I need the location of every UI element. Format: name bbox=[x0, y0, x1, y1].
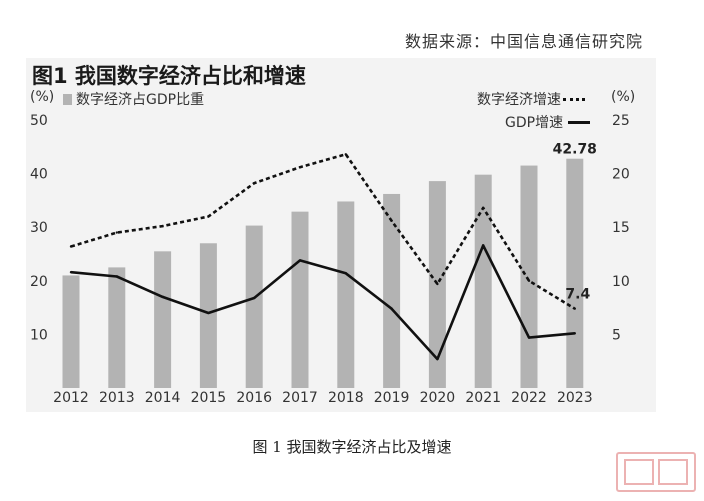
digital-growth-point bbox=[390, 219, 393, 222]
digital-growth-point bbox=[161, 224, 164, 228]
right-axis-tick-label: 10 bbox=[612, 274, 630, 290]
x-axis-tick-label: 2014 bbox=[145, 390, 181, 406]
left-axis-tick-label: 50 bbox=[30, 113, 48, 129]
x-axis-tick-label: 2016 bbox=[236, 390, 272, 406]
chart-figure: 10 20 30 40 50 5 10 15 20 25 2012 2013 2014 2015 2016 2… bbox=[26, 58, 656, 412]
seal-stamp bbox=[616, 452, 696, 492]
digital-growth-point bbox=[344, 153, 347, 156]
bar-2015 bbox=[199, 243, 217, 388]
chart-title: 图1 我国数字经济占比和增速 bbox=[32, 64, 306, 88]
bar-legend-swatch bbox=[63, 94, 72, 105]
bar-2012 bbox=[62, 275, 80, 388]
line-value-annotation: 7.4 bbox=[565, 287, 590, 303]
left-axis-tick-label: 40 bbox=[30, 167, 48, 183]
digital-growth-point bbox=[115, 231, 119, 234]
bar-2023 bbox=[566, 158, 584, 388]
gdp-growth-point bbox=[161, 295, 164, 299]
digital-growth-point bbox=[482, 206, 485, 210]
gdp-growth-line bbox=[70, 244, 575, 361]
x-axis-tick-label: 2023 bbox=[557, 390, 593, 406]
right-axis-tick-label: 15 bbox=[612, 220, 630, 236]
digital-growth-point bbox=[298, 165, 302, 169]
bar-value-annotation: 42.78 bbox=[553, 142, 597, 158]
gdp-growth-point bbox=[253, 296, 256, 300]
gdp-growth-point bbox=[69, 271, 73, 274]
gdp-growth-point bbox=[436, 357, 439, 361]
digital-growth-legend-label: 数字经济增速 bbox=[477, 92, 561, 108]
left-axis-tick-label: 20 bbox=[30, 274, 48, 290]
left-axis-tick-label: 10 bbox=[30, 327, 48, 343]
left-axis-tick-label: 30 bbox=[30, 220, 48, 236]
right-axis-unit: (%) bbox=[611, 89, 636, 105]
bar-legend-label: 数字经济占GDP比重 bbox=[76, 92, 205, 108]
gdp-growth-point bbox=[298, 259, 302, 262]
bar-2017 bbox=[291, 211, 309, 388]
left-axis-unit: (%) bbox=[30, 89, 55, 105]
digital-growth-point bbox=[573, 307, 576, 310]
right-axis-tick-label: 5 bbox=[612, 327, 621, 343]
digital-growth-point bbox=[527, 279, 531, 282]
data-source-note: 数据来源：中国信息通信研究院 bbox=[405, 32, 644, 51]
x-axis-tick-label: 2020 bbox=[420, 390, 456, 406]
bar-2013 bbox=[108, 267, 126, 388]
gdp-growth-point bbox=[527, 336, 531, 339]
bar-2022 bbox=[520, 165, 538, 388]
gdp-growth-point bbox=[115, 275, 119, 278]
digital-growth-line bbox=[70, 153, 576, 310]
x-axis-tick-label: 2013 bbox=[99, 390, 135, 406]
x-axis-tick-label: 2019 bbox=[374, 390, 410, 406]
gdp-growth-point bbox=[482, 244, 485, 247]
gdp-growth-point bbox=[390, 307, 393, 310]
digital-growth-legend: 数字经济增速 bbox=[477, 89, 587, 109]
x-axis-tick-label: 2022 bbox=[511, 390, 547, 406]
digital-growth-point bbox=[253, 182, 256, 185]
x-axis-tick-label: 2015 bbox=[191, 390, 227, 406]
figure-caption: 图 1 我国数字经济占比及增速 bbox=[252, 438, 452, 456]
bar-2018 bbox=[337, 201, 355, 388]
x-axis-tick-label: 2018 bbox=[328, 390, 364, 406]
bar-legend: 数字经济占GDP比重 bbox=[63, 89, 204, 109]
x-axis-tick-label: 2017 bbox=[282, 390, 318, 406]
digital-growth-point bbox=[69, 245, 73, 248]
gdp-growth-point bbox=[344, 272, 347, 275]
right-axis-tick-label: 25 bbox=[612, 113, 630, 129]
bar-2019 bbox=[383, 193, 401, 388]
solid-line-swatch bbox=[568, 121, 591, 124]
gdp-growth-point bbox=[573, 332, 576, 335]
gdp-growth-point bbox=[207, 311, 210, 315]
chart-plot-area: 10 20 30 40 50 5 10 15 20 25 2012 2013 2014 2015 2016 2… bbox=[30, 113, 630, 406]
right-axis-tick-label: 20 bbox=[612, 167, 630, 183]
dotted-line-swatch bbox=[563, 98, 585, 101]
x-axis-tick-label: 2012 bbox=[53, 390, 89, 406]
bar-2016 bbox=[245, 225, 263, 388]
gdp-growth-legend: GDP增速 bbox=[505, 112, 591, 132]
bar-2014 bbox=[154, 251, 172, 388]
digital-growth-point bbox=[207, 215, 210, 218]
x-axis-tick-label: 2021 bbox=[465, 390, 501, 406]
gdp-growth-legend-label: GDP增速 bbox=[505, 115, 564, 131]
digital-growth-point bbox=[436, 282, 439, 286]
bar-2021 bbox=[474, 174, 492, 388]
